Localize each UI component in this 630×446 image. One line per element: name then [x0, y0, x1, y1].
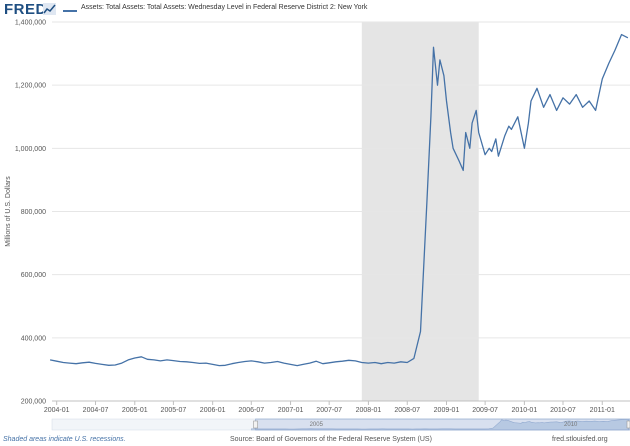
x-tick-label: 2004-01	[44, 407, 70, 414]
x-tick-label: 2006-07	[238, 407, 264, 414]
navigator-series	[250, 419, 629, 431]
source-text: Source: Board of Governors of the Federa…	[230, 436, 432, 443]
navigator-label: 2010	[564, 422, 578, 428]
x-tick-label: 2007-01	[278, 407, 304, 414]
x-tick-label: 2008-07	[394, 407, 420, 414]
navigator-label: 2005	[310, 422, 324, 428]
legend-swatch	[63, 10, 77, 12]
chart-header: FRED Assets: Total Assets: Total Assets:…	[0, 0, 630, 20]
x-tick-label: 2004-07	[83, 407, 109, 414]
x-tick-label: 2005-01	[122, 407, 148, 414]
y-tick-label: 400,000	[21, 335, 46, 342]
chart-footer: Shaded areas indicate U.S. recessions. S…	[0, 436, 630, 446]
x-tick-label: 2009-07	[472, 407, 498, 414]
x-tick-label: 2005-07	[161, 407, 187, 414]
x-tick-label: 2010-07	[550, 407, 576, 414]
series-line[interactable]	[49, 33, 629, 367]
x-tick-label: 2008-01	[356, 407, 382, 414]
x-tick-label: 2010-01	[512, 407, 538, 414]
chart-line-icon	[43, 3, 56, 15]
y-tick-label: 200,000	[21, 399, 46, 406]
legend-series-label: Assets: Total Assets: Total Assets: Wedn…	[81, 4, 368, 11]
navigator-handle-left[interactable]	[253, 420, 258, 429]
y-tick-label: 1,400,000	[15, 20, 46, 27]
site-link[interactable]: fred.stlouisfed.org	[552, 436, 608, 443]
navigator-handle-right[interactable]	[626, 420, 630, 429]
y-axis-title: Millions of U.S. Dollars	[5, 176, 12, 247]
x-tick-label: 2009-01	[434, 407, 460, 414]
y-tick-label: 600,000	[21, 272, 46, 279]
x-tick-label: 2007-07	[316, 407, 342, 414]
y-tick-label: 1,200,000	[15, 83, 46, 90]
y-tick-label: 800,000	[21, 209, 46, 216]
y-tick-label: 1,000,000	[15, 146, 46, 153]
fred-logo[interactable]: FRED	[4, 1, 47, 18]
recession-note: Shaded areas indicate U.S. recessions.	[3, 436, 126, 443]
x-tick-label: 2006-01	[200, 407, 226, 414]
x-tick-label: 2011-01	[590, 407, 615, 414]
